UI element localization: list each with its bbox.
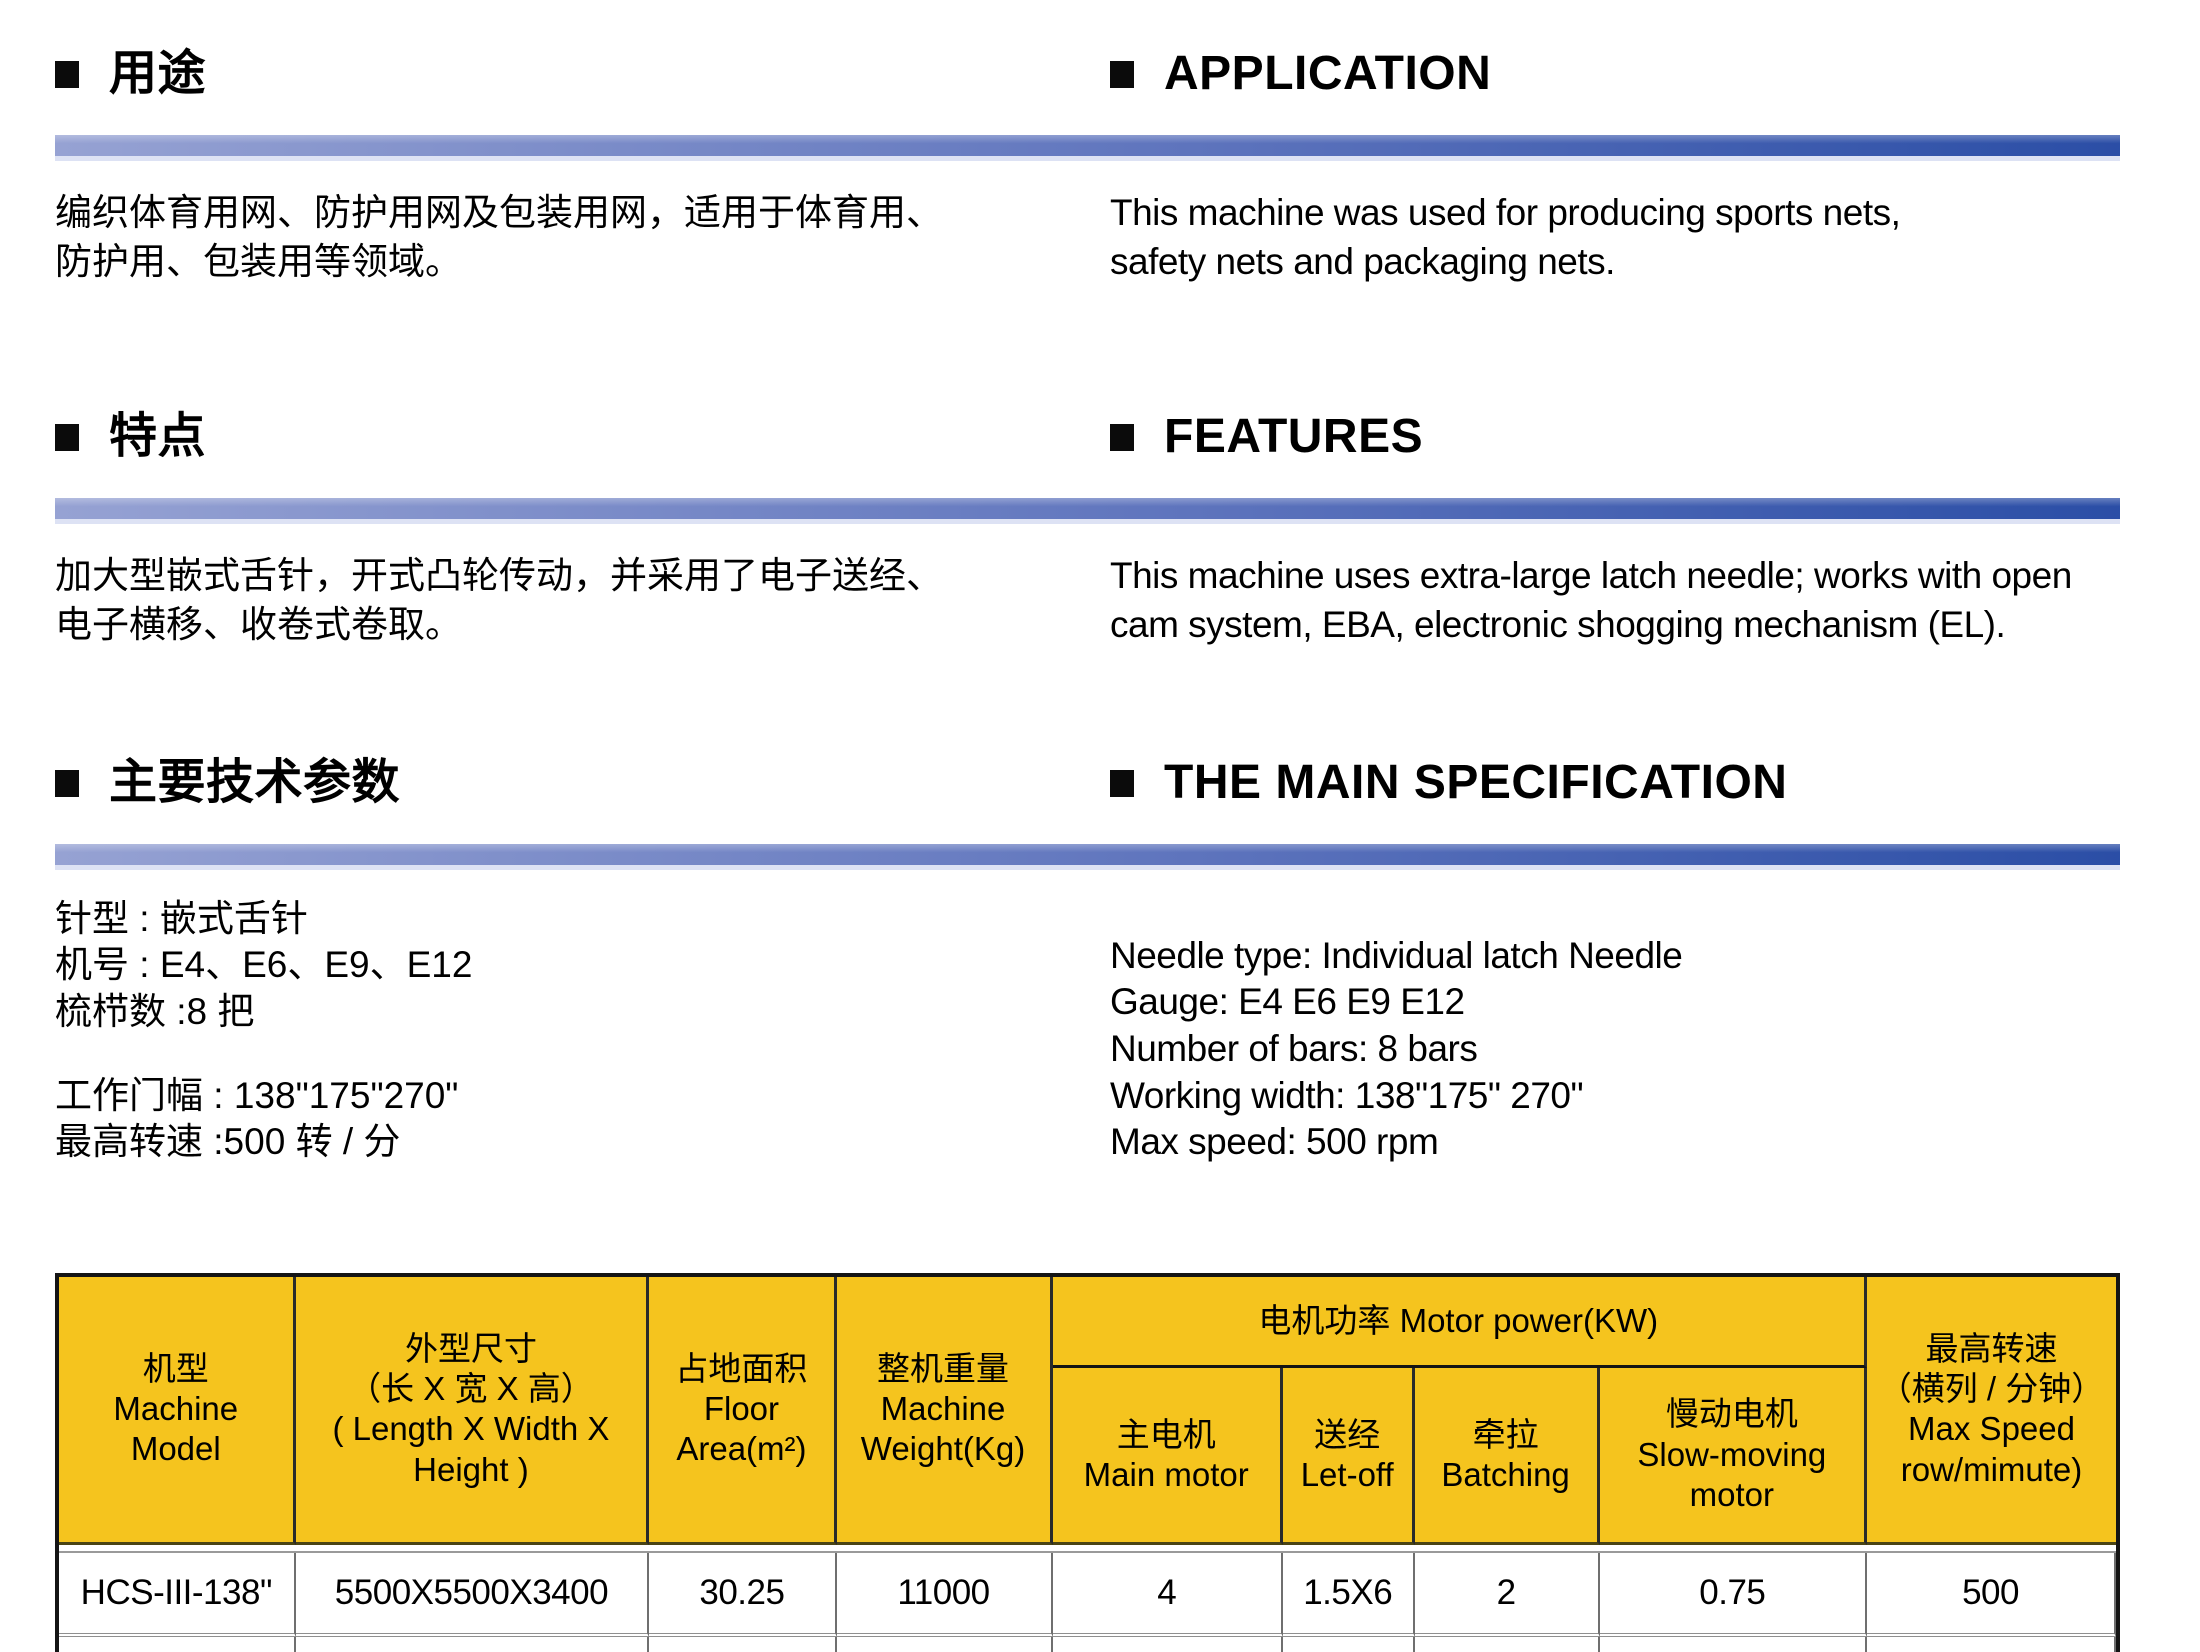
cell-batching: 2 — [1414, 1552, 1600, 1637]
table-row: HCS-III-138" 5500X5500X3400 30.25 11000 … — [59, 1552, 2116, 1637]
square-bullet-icon — [55, 769, 79, 797]
cell-machine-model: HCS-III-175" — [59, 1636, 296, 1652]
square-bullet-icon — [55, 424, 79, 452]
features-body-zh: 加大型嵌式舌针，开式凸轮传动，并采用了电子送经、 电子横移、收卷式卷取。 — [55, 555, 943, 646]
gradient-divider-bar — [55, 843, 2120, 870]
gradient-divider-bar — [55, 498, 2120, 525]
section-title-en: FEATURES — [1164, 410, 1424, 464]
square-bullet-icon — [1110, 769, 1134, 797]
square-bullet-icon — [1110, 60, 1134, 88]
spec-list-en-lines: Needle type: Individual latch Needle Gau… — [1110, 934, 1683, 1163]
spec-list-zh: 针型 : 嵌式舌针 机号 : E4、E6、E9、E12 梳栉数 :8 把 工作门… — [55, 870, 1055, 1203]
spec-table-wrapper: 机型 Machine Model 外型尺寸 （长 X 宽 X 高） ( Leng… — [55, 1272, 2120, 1652]
section-application: 用途 APPLICATION 编织体育用网、防护用网及包装用网，适用于体育用、 … — [55, 47, 2120, 323]
col-header-machine-model: 机型 Machine Model — [59, 1276, 296, 1545]
features-body-en: This machine uses extra-large latch need… — [1110, 555, 2072, 646]
cell-main-motor: 4 — [1052, 1636, 1283, 1652]
application-heading-en: APPLICATION — [1110, 47, 2120, 101]
gradient-divider-bar — [55, 134, 2120, 161]
section-title-zh: 用途 — [109, 47, 207, 100]
col-header-main-motor: 主电机 Main motor — [1052, 1367, 1283, 1545]
table-row: HCS-III-175" 6400X5500X3400 35.2 13000 4… — [59, 1636, 2116, 1652]
header-body-spacer — [59, 1544, 2116, 1553]
spec-list-zh-group1: 针型 : 嵌式舌针 机号 : E4、E6、E9、E12 梳栉数 :8 把 — [55, 897, 473, 1032]
col-header-floor-area: 占地面积 Floor Area(m²) — [649, 1276, 837, 1545]
cell-slow-moving-motor: 0.75 — [1599, 1636, 1868, 1652]
application-body-en: This machine was used for producing spor… — [1110, 191, 1901, 282]
spec-list-en: Needle type: Individual latch Needle Gau… — [1110, 907, 2120, 1203]
spec-list-zh-group2: 工作门幅 : 138"175"270" 最高转速 :500 转 / 分 — [55, 1074, 459, 1163]
cell-dimensions: 6400X5500X3400 — [295, 1636, 650, 1652]
cell-floor-area: 35.2 — [649, 1636, 837, 1652]
col-header-let-off: 送经 Let-off — [1282, 1367, 1415, 1545]
col-header-machine-weight: 整机重量 Machine Weight(Kg) — [836, 1276, 1053, 1545]
cell-machine-model: HCS-III-138" — [59, 1552, 296, 1637]
specification-heading-zh: 主要技术参数 — [55, 755, 1055, 810]
cell-max-speed: 450 — [1867, 1636, 2116, 1652]
cell-batching: 2 — [1414, 1636, 1600, 1652]
col-header-batching: 牵拉 Batching — [1414, 1367, 1600, 1545]
square-bullet-icon — [55, 60, 79, 88]
cell-slow-moving-motor: 0.75 — [1599, 1552, 1868, 1637]
col-header-max-speed: 最高转速 （横列 / 分钟） Max Speed row/mimute) — [1867, 1276, 2116, 1545]
features-heading-zh: 特点 — [55, 411, 1055, 464]
col-header-motor-power-group: 电机功率 Motor power(KW) — [1052, 1276, 1868, 1368]
features-heading-en: FEATURES — [1110, 411, 2120, 464]
col-header-slow-moving-motor: 慢动电机 Slow-moving motor — [1599, 1367, 1868, 1545]
cell-dimensions: 5500X5500X3400 — [295, 1552, 650, 1637]
application-heading-zh: 用途 — [55, 47, 1055, 101]
section-title-zh: 特点 — [109, 410, 207, 464]
section-features: 特点 FEATURES 加大型嵌式舌针，开式凸轮传动，并采用了电子送经、 电子横… — [55, 411, 2120, 686]
section-title-zh: 主要技术参数 — [109, 755, 401, 809]
specification-heading-en: THE MAIN SPECIFICATION — [1110, 755, 2120, 810]
section-title-en: APPLICATION — [1164, 47, 1492, 100]
spec-table: 机型 Machine Model 外型尺寸 （长 X 宽 X 高） ( Leng… — [55, 1272, 2120, 1652]
cell-machine-weight: 13000 — [836, 1636, 1053, 1652]
cell-floor-area: 30.25 — [649, 1552, 837, 1637]
application-body-zh: 编织体育用网、防护用网及包装用网，适用于体育用、 防护用、包装用等领域。 — [55, 191, 943, 282]
cell-let-off: 1.5X6 — [1282, 1552, 1415, 1637]
col-header-dimensions: 外型尺寸 （长 X 宽 X 高） ( Length X Width X Heig… — [295, 1276, 650, 1545]
cell-machine-weight: 11000 — [836, 1552, 1053, 1637]
cell-let-off: 1.5X6 — [1282, 1636, 1415, 1652]
cell-max-speed: 500 — [1867, 1552, 2116, 1637]
section-title-en: THE MAIN SPECIFICATION — [1164, 755, 1788, 809]
section-main-specification: 主要技术参数 THE MAIN SPECIFICATION 针型 : 嵌式舌针 … — [55, 755, 2120, 1203]
square-bullet-icon — [1110, 424, 1134, 452]
cell-main-motor: 4 — [1052, 1552, 1283, 1637]
